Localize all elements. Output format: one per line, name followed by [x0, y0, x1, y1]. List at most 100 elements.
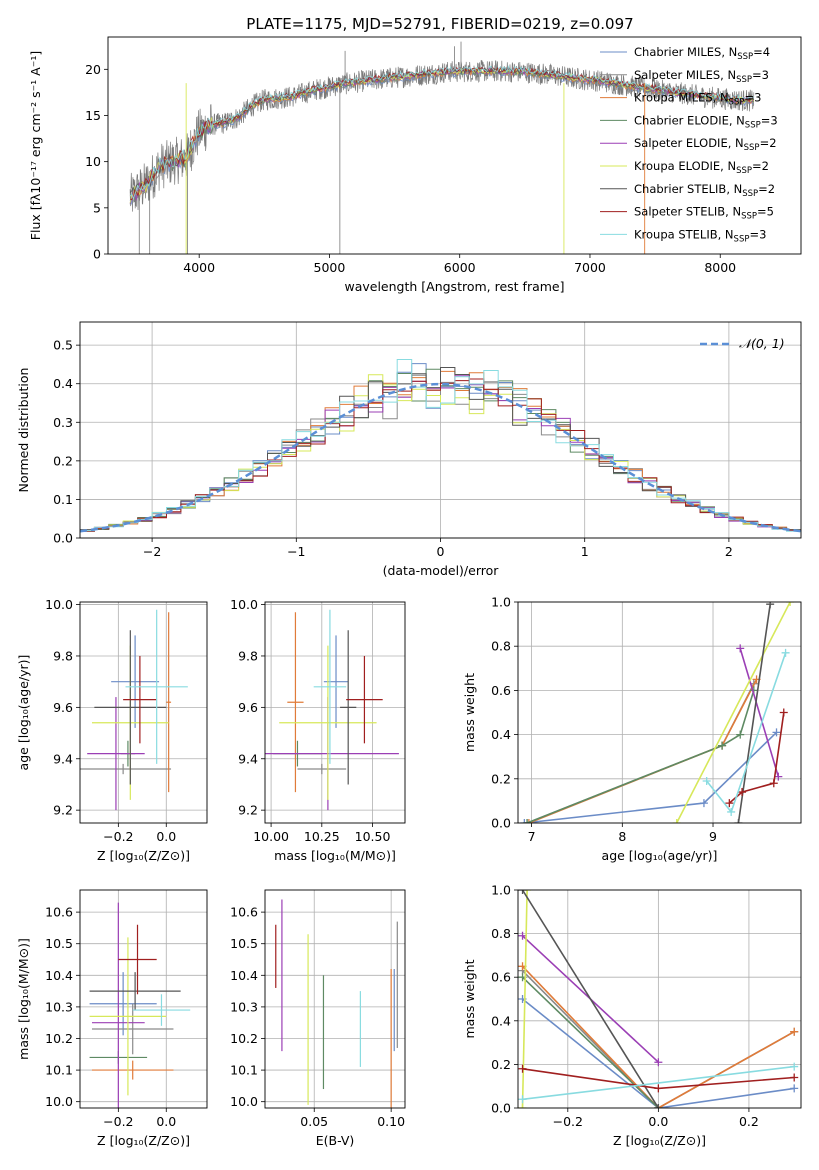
- y-tick-label: 10.2: [230, 1031, 258, 1046]
- x-tick-label: 7000: [574, 260, 606, 275]
- legend-tail: =5: [757, 205, 774, 219]
- weight-marker-kroupa-elodie: [672, 819, 681, 823]
- axes-frame: [79, 321, 802, 539]
- weight-marker-chabrier-elodie: [736, 730, 745, 739]
- age_vs_mass-axes: 10.00 10.25 10.50 9.2 9.4 9.6 9.8 10.0 mass [log…: [230, 597, 406, 863]
- weight-line-chabrier-stelib: [737, 604, 771, 823]
- y-tick-label: 0.6: [491, 970, 511, 985]
- weight-marker-salpeter-stelib: [769, 779, 778, 788]
- weight_vs_Z-axes: −0.2 0.0 0.2 0.0 0.2 0.4 0.6 0.8 1.0 Z [log₁₀(Z/Z…: [462, 883, 802, 1148]
- x-tick-label: 5000: [314, 260, 346, 275]
- y-tick-label: 9.4: [53, 751, 73, 766]
- y-axis-label: Flux [fλ10⁻¹⁷ erg cm⁻² s⁻¹ A⁻¹]: [28, 51, 43, 240]
- legend-label: Salpeter STELIB, N: [634, 205, 741, 219]
- legend-entry: Kroupa ELODIE, NSSP=2: [634, 159, 769, 176]
- weight-marker-kroupa-miles: [524, 819, 533, 823]
- legend-sub: SSP: [734, 234, 750, 244]
- x-tick-label: 10.25: [304, 829, 340, 844]
- gaussian-legend-label: 𝒩(0, 1): [739, 336, 785, 351]
- weight-marker-chabrier-stelib: [766, 602, 775, 609]
- axes-frame: [264, 601, 406, 824]
- weight-line-salpeter-miles: [526, 683, 755, 823]
- weight-line-kroupa-miles: [521, 965, 795, 1108]
- y-tick-label: 20: [85, 62, 101, 77]
- y-tick-label: 10: [85, 154, 101, 169]
- weight-marker-chabrier-miles: [790, 1084, 799, 1093]
- figure-title: PLATE=1175, MJD=52791, FIBERID=0219, z=0…: [246, 15, 633, 33]
- x-tick-label: 0.0: [156, 829, 176, 844]
- y-tick-label: 0.6: [491, 683, 511, 698]
- x-tick-label: 9: [709, 829, 717, 844]
- age_vs_Z-axes: −0.2 0.0 9.2 9.4 9.6 9.8 10.0 Z [log₁₀(Z/Z⊙)] ag…: [16, 597, 208, 863]
- weight-marker-kroupa-elodie: [786, 602, 795, 606]
- y-tick-label: 0.0: [491, 816, 511, 831]
- y-tick-label: 0.0: [491, 1101, 511, 1116]
- y-tick-label: 10.0: [230, 597, 258, 612]
- spectrum-plot: [129, 41, 755, 254]
- model-line-chabrier-elodie: [129, 68, 754, 196]
- y-tick-label: 10.2: [45, 1031, 73, 1046]
- legend-entry: Chabrier ELODIE, NSSP=3: [634, 113, 778, 130]
- weight_vs_age-axes: 7 8 9 0.0 0.2 0.4 0.6 0.8 1.0 age [log₁₀(age/yr)]…: [462, 595, 802, 863]
- y-tick-label: 0.4: [53, 376, 73, 391]
- y-axis-label: age [log₁₀(age/yr)]: [16, 655, 31, 771]
- mass_vs_Z-plot: [89, 902, 191, 1108]
- legend-label: Chabrier STELIB, N: [634, 182, 742, 196]
- legend-sub: SSP: [729, 98, 745, 108]
- weight-marker-chabrier-stelib: [654, 1104, 663, 1108]
- weight-marker-kroupa-stelib: [790, 1062, 799, 1071]
- x-tick-label: −0.2: [553, 1114, 583, 1129]
- y-tick-label: 10.6: [230, 905, 258, 920]
- y-tick-label: 10.3: [230, 999, 258, 1014]
- weight-line-chabrier-stelib: [521, 890, 660, 1108]
- mass_vs_Z-axes: −0.2 0.0 10.0 10.1 10.2 10.3 10.4 10.5 10.6 Z [lo…: [16, 889, 208, 1148]
- legend-tail: =2: [758, 182, 775, 196]
- y-tick-label: 15: [85, 108, 101, 123]
- y-axis-label: mass weight: [462, 959, 477, 1038]
- x-axis-label: E(B-V): [316, 1133, 355, 1148]
- mass_vs_ebv-axes: 0.05 0.10 10.0 10.1 10.2 10.3 10.4 10.5 10.6 E(B-…: [230, 889, 406, 1148]
- weight-marker-salpeter-stelib: [738, 788, 747, 797]
- x-tick-label: −1: [287, 544, 305, 559]
- y-tick-label: 0: [93, 247, 101, 262]
- x-tick-label: 10.50: [355, 829, 391, 844]
- model-line-kroupa-stelib: [129, 65, 755, 200]
- x-tick-label: 0.0: [648, 1114, 668, 1129]
- legend-label: Salpeter MILES, N: [634, 68, 736, 82]
- y-tick-label: 10.4: [45, 968, 73, 983]
- y-tick-label: 10.5: [230, 936, 258, 951]
- y-tick-label: 10.1: [45, 1063, 73, 1078]
- legend-entry: Chabrier STELIB, NSSP=2: [634, 182, 775, 199]
- legend-entry: Kroupa MILES, NSSP=3: [634, 91, 761, 108]
- legend-tail: =2: [760, 136, 777, 150]
- y-tick-label: 0.3: [53, 415, 73, 430]
- weight-marker-salpeter-elodie: [518, 931, 527, 940]
- weight-line-kroupa-elodie: [521, 890, 528, 1108]
- legend-tail: =3: [749, 227, 766, 241]
- x-tick-label: 8000: [704, 260, 736, 275]
- y-tick-label: 10.1: [230, 1063, 258, 1078]
- x-tick-label: 10.00: [253, 829, 289, 844]
- axes-frame: [79, 601, 208, 824]
- x-tick-label: 1: [581, 544, 589, 559]
- y-tick-label: 1.0: [491, 595, 511, 610]
- legend-sub: SSP: [744, 143, 760, 153]
- weight-marker-chabrier-miles: [520, 819, 529, 823]
- x-tick-label: 6000: [444, 260, 476, 275]
- weight-line-chabrier-elodie: [526, 690, 755, 823]
- y-tick-label: 10.0: [45, 1094, 73, 1109]
- y-axis-label: Normed distribution: [16, 368, 31, 493]
- weight_vs_age-plot: [520, 602, 795, 823]
- weight-marker-kroupa-elodie: [518, 1104, 527, 1108]
- legend-sub: SSP: [736, 75, 752, 85]
- axes-frame: [79, 889, 208, 1109]
- weight-marker-chabrier-miles: [772, 728, 781, 737]
- y-tick-label: 0.0: [53, 531, 73, 546]
- y-tick-label: 10.5: [45, 936, 73, 951]
- mass_vs_ebv-plot: [275, 899, 398, 1108]
- y-tick-label: 10.0: [45, 597, 73, 612]
- legend-label: Kroupa ELODIE, N: [634, 159, 736, 173]
- weight-marker-salpeter-stelib: [779, 708, 788, 717]
